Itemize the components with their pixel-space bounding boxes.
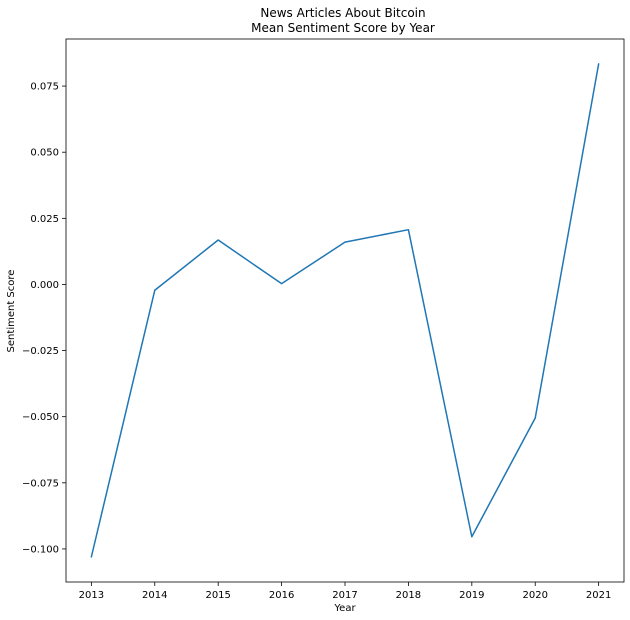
data-point [90, 555, 93, 558]
x-tick-label: 2021 [586, 590, 611, 601]
x-axis-ticks: 2013 2014 2015 2016 2017 2018 2019 2020 2021 [79, 582, 611, 601]
y-tick-label: 0.000 [30, 280, 59, 291]
y-tick-label: 0.075 [30, 82, 59, 93]
y-tick-label: −0.100 [22, 544, 59, 555]
data-point [153, 289, 156, 292]
series-group [90, 62, 600, 558]
y-tick-label: 0.050 [30, 148, 59, 159]
y-axis-label: Sentiment Score [6, 270, 17, 353]
x-tick-label: 2019 [459, 590, 484, 601]
chart-subtitle: Mean Sentiment Score by Year [251, 21, 435, 35]
chart-title: News Articles About Bitcoin [260, 6, 425, 20]
data-point [217, 239, 220, 242]
data-point [280, 282, 283, 285]
y-tick-label: −0.025 [22, 346, 59, 357]
y-tick-label: −0.050 [22, 412, 59, 423]
plot-frame [65, 38, 625, 583]
series-line [90, 63, 600, 558]
x-tick-label: 2013 [79, 590, 104, 601]
data-point [470, 535, 473, 538]
data-point [344, 241, 347, 244]
x-tick-label: 2017 [332, 590, 357, 601]
y-tick-label: −0.075 [22, 478, 59, 489]
data-point [597, 62, 600, 65]
data-point [534, 417, 537, 420]
x-tick-label: 2016 [269, 590, 294, 601]
data-point [407, 228, 410, 231]
x-tick-label: 2015 [205, 590, 230, 601]
x-tick-label: 2018 [396, 590, 421, 601]
x-axis-label: Year [333, 603, 356, 614]
y-axis-ticks: −0.100 −0.075 −0.050 −0.025 0.000 0.025 0.050 0… [22, 82, 66, 555]
y-tick-label: 0.025 [30, 214, 59, 225]
x-tick-label: 2020 [523, 590, 548, 601]
x-tick-label: 2014 [142, 590, 167, 601]
